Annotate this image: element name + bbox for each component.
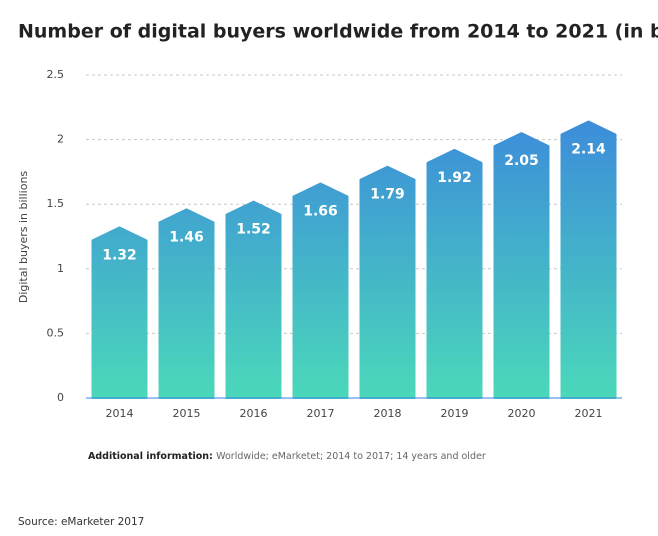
y-axis-title: Digital buyers in billions (17, 171, 30, 304)
x-tick-label: 2015 (173, 407, 201, 420)
y-tick-label: 0.5 (47, 326, 65, 339)
info-text: Worldwide; eMarketet; 2014 to 2017; 14 y… (216, 451, 486, 462)
bar (426, 148, 483, 399)
y-tick-label: 2.5 (47, 68, 65, 81)
x-tick-label: 2020 (508, 407, 536, 420)
info-label: Additional information: Worldwide; eMark… (88, 451, 486, 462)
x-tick-label: 2021 (575, 407, 603, 420)
value-label: 1.92 (437, 170, 472, 186)
value-label: 1.46 (169, 229, 204, 245)
value-label: 1.66 (303, 204, 338, 220)
y-tick-label: 2 (57, 133, 64, 146)
x-tick-label: 2017 (307, 407, 335, 420)
x-tick-label: 2014 (106, 407, 134, 420)
source: Source: eMarketer 2017 (18, 516, 144, 528)
value-label: 1.52 (236, 222, 271, 238)
x-tick-label: 2016 (240, 407, 268, 420)
value-label: 1.32 (102, 247, 137, 263)
y-tick-label: 1.5 (47, 197, 65, 210)
bar (560, 120, 617, 399)
chart-title: Number of digital buyers worldwide from … (18, 21, 658, 43)
y-tick-label: 0 (57, 391, 64, 404)
value-label: 2.14 (571, 142, 606, 158)
x-tick-label: 2018 (374, 407, 402, 420)
value-label: 2.05 (504, 153, 539, 169)
y-tick-label: 1 (57, 262, 64, 275)
bar (493, 132, 550, 399)
value-label: 1.79 (370, 187, 405, 203)
info-label-text: Additional information: (88, 451, 213, 462)
x-tick-label: 2019 (441, 407, 469, 420)
